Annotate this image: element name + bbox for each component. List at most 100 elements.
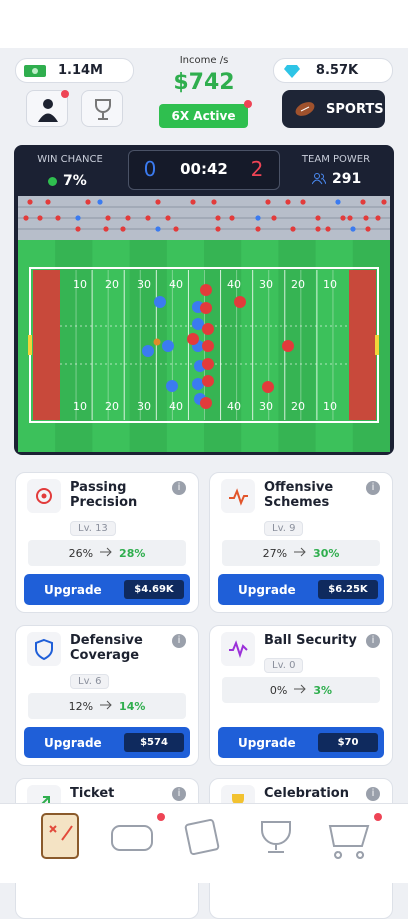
info-button[interactable]: i	[172, 634, 186, 648]
fan	[211, 199, 217, 205]
fan	[27, 199, 33, 205]
notification-dot	[157, 813, 165, 821]
fan	[215, 226, 221, 232]
info-button[interactable]: i	[366, 787, 380, 801]
win-chance-label: WIN CHANCE	[37, 154, 103, 165]
cash-icon	[24, 64, 46, 77]
level-badge: Lv. 9	[264, 521, 304, 536]
notification-dot	[374, 813, 382, 821]
gems-pill: 8.57K	[273, 58, 393, 83]
upgrade-button[interactable]: Upgrade $70	[218, 727, 384, 758]
fan	[155, 226, 161, 232]
sports-button[interactable]: SPORTS	[282, 90, 385, 128]
trophy-icon	[95, 99, 111, 120]
upgrade-button[interactable]: Upgrade $4.69K	[24, 574, 190, 605]
arrow-icon	[100, 547, 112, 556]
upgrade-icon-glyph	[229, 640, 248, 659]
upgrade-title: Ball Security	[264, 633, 357, 648]
upgrade-card: i Defensive Coverage Lv. 6 12% 14% Upgrade $57…	[15, 625, 199, 766]
info-button[interactable]: i	[172, 481, 186, 495]
endzone	[349, 270, 376, 420]
red-player	[202, 340, 214, 352]
notification-dot	[61, 90, 69, 98]
fan	[215, 215, 221, 221]
yard-number: 30	[259, 400, 273, 413]
win-chance-value: 7%	[63, 173, 87, 189]
next-value: 3%	[313, 683, 333, 697]
red-player	[234, 296, 246, 308]
level-badge: Lv. 6	[70, 674, 110, 689]
upgrade-icon-glyph	[35, 638, 53, 661]
fan	[255, 226, 261, 232]
upgrade-button[interactable]: Upgrade $574	[24, 727, 190, 758]
fan	[315, 215, 321, 221]
red-player	[200, 397, 212, 409]
team-power: 291	[312, 171, 361, 187]
red-player	[200, 302, 212, 314]
upgrade-icon-glyph	[229, 488, 248, 506]
level-badge: Lv. 13	[70, 521, 116, 536]
nav-bag[interactable]	[111, 825, 153, 851]
upgrade-price: $4.69K	[124, 580, 184, 599]
upgrade-label: Upgrade	[238, 582, 296, 597]
cash-amount: 1.14M	[57, 63, 103, 78]
status-bar	[0, 0, 408, 48]
nav-icons	[41, 813, 382, 859]
upgrade-price: $70	[318, 733, 378, 752]
fan	[165, 215, 171, 221]
level-block: Lv. 13	[70, 516, 116, 536]
upgrade-stats: 26% 28%	[28, 540, 186, 566]
status-dot	[48, 176, 57, 186]
fan	[103, 226, 109, 232]
arrow-icon	[100, 700, 112, 709]
fan	[120, 226, 126, 232]
nav-cards[interactable]	[184, 818, 220, 856]
level-block: Lv. 6	[70, 669, 110, 689]
fan	[55, 215, 61, 221]
upgrade-button[interactable]: Upgrade $6.25K	[218, 574, 384, 605]
upgrade-label: Upgrade	[44, 735, 102, 750]
trophy-button[interactable]	[81, 90, 123, 127]
upgrade-icon	[221, 632, 255, 666]
fan	[335, 199, 341, 205]
level-block: Lv. 9	[264, 516, 304, 536]
fan	[350, 226, 356, 232]
current-value: 27%	[262, 546, 288, 560]
red-player	[202, 323, 214, 335]
level-block: Lv. 0	[264, 653, 304, 673]
blue-player	[192, 378, 204, 390]
arrow-icon	[294, 684, 307, 693]
fan	[75, 226, 81, 232]
fan	[300, 199, 306, 205]
notification-dot	[244, 100, 252, 108]
yard-number: 10	[73, 278, 87, 291]
info-button[interactable]: i	[366, 481, 380, 495]
current-value: 26%	[68, 546, 94, 560]
blue-player	[166, 380, 178, 392]
next-value: 30%	[313, 546, 340, 560]
arrow	[293, 684, 307, 697]
nav-cart[interactable]	[328, 825, 370, 859]
fan	[23, 215, 29, 221]
next-value: 14%	[119, 699, 146, 713]
fan	[265, 199, 271, 205]
cash-pill: 1.14M	[15, 58, 134, 83]
info-button[interactable]: i	[366, 634, 380, 648]
fan	[315, 226, 321, 232]
fan	[85, 199, 91, 205]
fan	[363, 215, 369, 221]
nav-playbook[interactable]	[41, 813, 79, 859]
fan	[360, 199, 366, 205]
blue-player	[154, 296, 166, 308]
boost-button[interactable]: 6X Active	[159, 104, 248, 128]
fan	[45, 199, 51, 205]
fan	[255, 215, 261, 221]
nav-trophy[interactable]	[261, 821, 291, 853]
fan	[37, 215, 43, 221]
fan	[365, 226, 371, 232]
info-button[interactable]: i	[172, 787, 186, 801]
upgrade-title: Celebration	[264, 786, 349, 801]
upgrade-card: i Offensive Schemes Lv. 9 27% 30% Upgrade $6.2…	[209, 472, 393, 613]
players	[142, 284, 294, 409]
fan	[285, 199, 291, 205]
